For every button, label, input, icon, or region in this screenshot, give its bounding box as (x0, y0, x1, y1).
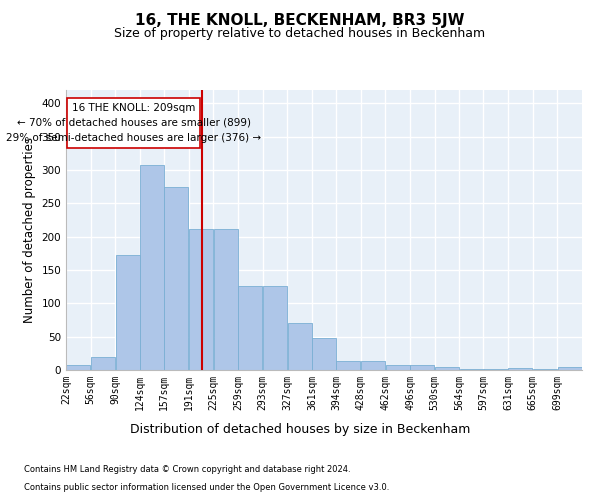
Bar (435, 368, 459, 370)
Bar (140, 164, 164, 370)
Bar (214, 230, 238, 370)
Bar (313, 338, 337, 370)
Y-axis label: Number of detached properties: Number of detached properties (23, 137, 36, 323)
Text: 16 THE KNOLL: 209sqm
← 70% of detached houses are smaller (899)
29% of semi-deta: 16 THE KNOLL: 209sqm ← 70% of detached h… (6, 103, 262, 143)
Bar (164, 186, 188, 370)
Text: Contains public sector information licensed under the Open Government Licence v3: Contains public sector information licen… (24, 482, 389, 492)
Bar (557, 368, 582, 370)
Bar (189, 230, 213, 370)
Text: Size of property relative to detached houses in Beckenham: Size of property relative to detached ho… (115, 28, 485, 40)
Bar (91, 356, 115, 370)
Bar (361, 360, 385, 370)
Bar (263, 286, 287, 370)
Bar (287, 324, 312, 370)
Bar (116, 256, 140, 370)
Bar (66, 366, 91, 370)
Bar (238, 286, 262, 370)
Bar (508, 368, 532, 370)
Text: Contains HM Land Registry data © Crown copyright and database right 2024.: Contains HM Land Registry data © Crown c… (24, 465, 350, 474)
Text: Distribution of detached houses by size in Beckenham: Distribution of detached houses by size … (130, 422, 470, 436)
Bar (410, 364, 434, 370)
Bar (386, 364, 410, 370)
Text: 16, THE KNOLL, BECKENHAM, BR3 5JW: 16, THE KNOLL, BECKENHAM, BR3 5JW (135, 12, 465, 28)
Bar (336, 360, 361, 370)
FancyBboxPatch shape (67, 98, 200, 148)
